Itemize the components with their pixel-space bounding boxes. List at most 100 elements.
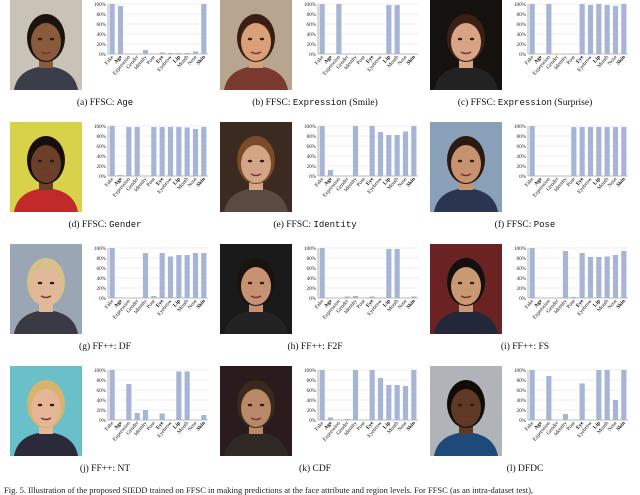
bar-chart: 0% 20% 40% 60% 80% 100% Fake Age Expression Gende… [84, 122, 210, 214]
bar-eyebrow [587, 127, 594, 176]
bar-gender [344, 296, 350, 298]
bar-expression [546, 376, 552, 420]
y-tick-label: 80% [96, 12, 106, 18]
x-tick-label: Skin [406, 54, 417, 66]
face [451, 389, 481, 427]
bar-nose [192, 51, 199, 54]
x-tick-label: Fake [524, 298, 536, 310]
bar-lip [386, 249, 392, 298]
bar-eye [159, 413, 165, 420]
y-tick-label: 20% [96, 286, 106, 292]
y-tick-label: 20% [96, 164, 106, 170]
bar-lip [176, 53, 182, 54]
left-eye [37, 37, 43, 41]
bar-age [327, 417, 334, 420]
x-tick-label: Lip [382, 298, 392, 308]
x-tick-label: Pose [566, 298, 578, 310]
right-eye [49, 281, 55, 285]
y-tick-label: 80% [96, 378, 106, 384]
bar-nose [192, 129, 199, 176]
bar-mouth [184, 255, 190, 298]
y-tick-label: 40% [516, 276, 526, 282]
bar-nose [402, 386, 409, 420]
x-tick-label: Lip [592, 54, 602, 64]
x-tick-label: Skin [616, 176, 627, 188]
bar-mouth [604, 5, 610, 54]
left-eye [457, 37, 463, 41]
y-tick-label: 20% [516, 164, 526, 170]
left-eye [37, 281, 43, 285]
shoulders [224, 188, 288, 212]
bar-lip [386, 135, 392, 176]
bar-identity [352, 370, 359, 420]
y-tick-label: 20% [306, 286, 316, 292]
y-tick-label: 60% [306, 266, 316, 272]
figure-panel-d: 0% 20% 40% 60% 80% 100% Fake Age Expression Gende… [0, 122, 210, 240]
x-tick-label: Fake [524, 420, 536, 432]
y-tick-label: 0% [519, 52, 527, 58]
x-tick-label: Pose [566, 176, 578, 188]
y-tick-label: 40% [306, 154, 316, 160]
y-tick-label: 100% [94, 246, 107, 252]
panel-caption: (i) FF++: FS [500, 342, 550, 352]
y-tick-label: 0% [309, 296, 317, 302]
panel-caption: (h) FF++: F2F [287, 342, 343, 352]
y-tick-label: 100% [304, 368, 317, 374]
face [31, 145, 61, 183]
bar-nose [612, 400, 619, 420]
face-photo [220, 0, 292, 90]
y-tick-label: 80% [306, 12, 316, 18]
mouth [40, 295, 52, 299]
y-tick-label: 40% [96, 154, 106, 160]
shoulders [14, 310, 78, 334]
y-tick-label: 20% [516, 408, 526, 414]
y-tick-label: 40% [96, 398, 106, 404]
bar-lip [596, 127, 602, 176]
y-tick-label: 100% [94, 124, 107, 130]
bar-lip [596, 370, 602, 420]
bar-skin [621, 4, 627, 54]
bar-fake [319, 370, 325, 420]
x-tick-label: Age [533, 176, 544, 187]
y-tick-label: 60% [516, 388, 526, 394]
x-tick-label: Skin [196, 420, 207, 432]
bar-skin [201, 253, 207, 298]
shoulders [434, 188, 498, 212]
bar-eyebrow [167, 256, 174, 298]
bar-eye [579, 383, 585, 420]
bar-mouth [604, 370, 610, 420]
bar-gender [134, 413, 140, 420]
x-tick-label: Eye [575, 176, 586, 187]
mouth [250, 295, 262, 299]
bar-age [117, 175, 124, 176]
bar-mouth [394, 5, 400, 54]
y-tick-label: 100% [514, 124, 527, 130]
bar-fake [319, 4, 325, 54]
mouth [250, 173, 262, 177]
figure-panel-c: 0% 20% 40% 60% 80% 100% Fake Age Expression Gende… [420, 0, 630, 118]
figure-panel-a: 0% 20% 40% 60% 80% 100% Fake Age Expression Gende… [0, 0, 210, 118]
left-eye [247, 37, 253, 41]
bar-eye [159, 52, 165, 54]
face [241, 389, 271, 427]
face [451, 23, 481, 61]
figure-panel-g: 0% 20% 40% 60% 80% 100% Fake Age Expression Gende… [0, 244, 210, 362]
y-tick-label: 20% [96, 42, 106, 48]
x-tick-label: Fake [314, 176, 326, 188]
face-photo [10, 0, 82, 90]
bar-skin [411, 53, 417, 54]
right-eye [259, 37, 265, 41]
x-tick-label: Lip [172, 298, 182, 308]
y-tick-label: 40% [516, 154, 526, 160]
bar-mouth [394, 249, 400, 298]
x-tick-label: Eye [575, 420, 586, 431]
bar-chart: 0% 20% 40% 60% 80% 100% Fake Age Expression Gende… [84, 0, 210, 92]
panel-caption: (a) FFSC: Age [76, 98, 134, 108]
y-tick-label: 60% [306, 144, 316, 150]
left-eye [457, 159, 463, 163]
x-tick-label: Pose [146, 298, 158, 310]
y-tick-label: 40% [96, 276, 106, 282]
figure-panel-i: 0% 20% 40% 60% 80% 100% Fake Age Expression Gende… [420, 244, 630, 362]
right-eye [469, 403, 475, 407]
y-tick-label: 20% [306, 408, 316, 414]
